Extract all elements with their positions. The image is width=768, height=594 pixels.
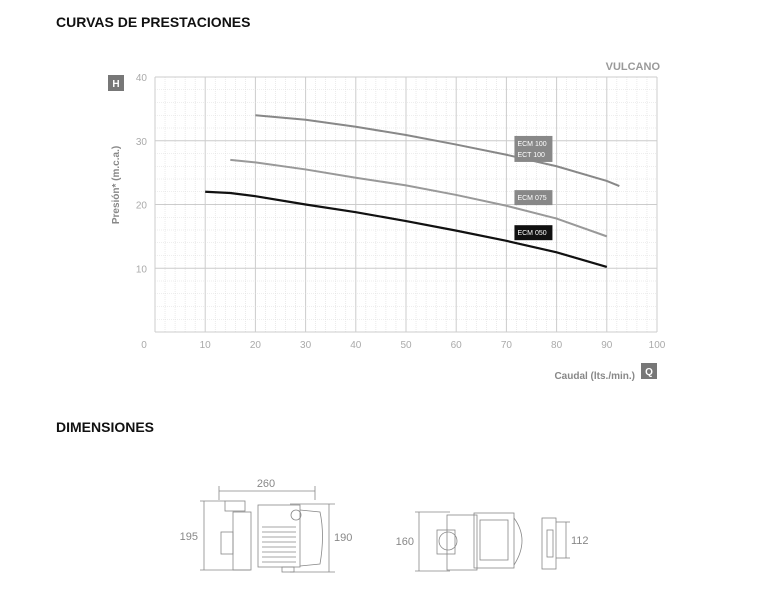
front-view-drawing <box>200 486 335 573</box>
y-tick-label: 30 <box>136 137 148 148</box>
performance-chart: 0 10 20 30 40 50 60 70 80 90 100 10 20 30 40 VULCANO H… <box>108 61 666 382</box>
y-badge-text: H <box>112 79 119 90</box>
x-tick-label: 60 <box>451 340 463 351</box>
x-tick-label: 30 <box>300 340 312 351</box>
curves-heading: CURVAS DE PRESTACIONES <box>56 14 251 30</box>
y-badge <box>108 75 124 91</box>
series-label-box <box>514 190 553 206</box>
x-tick-label: 20 <box>250 340 262 351</box>
dimensions-heading: DIMENSIONES <box>56 419 155 435</box>
dim-width-side: 112 <box>571 535 589 547</box>
series-label-box <box>514 135 553 162</box>
dim-height-side: 160 <box>396 536 414 548</box>
series-label-box <box>514 225 553 241</box>
dim-length: 260 <box>257 478 275 490</box>
dim-height-left: 195 <box>180 531 198 543</box>
x-badge <box>641 363 657 379</box>
y-axis-label: Presión* (m.c.a.) <box>111 146 122 224</box>
series-line <box>205 190 608 269</box>
x-tick-label: 80 <box>551 340 563 351</box>
x-tick-label: 50 <box>400 340 412 351</box>
x-tick-label: 0 <box>141 340 147 351</box>
series-line <box>255 114 620 187</box>
x-badge-text: Q <box>645 367 653 378</box>
x-tick-label: 40 <box>350 340 362 351</box>
series-label: ECM 075 <box>517 195 546 202</box>
y-tick-label: 10 <box>136 264 148 275</box>
x-tick-label: 70 <box>501 340 513 351</box>
series-line <box>230 158 608 238</box>
dim-height-right: 190 <box>334 532 352 544</box>
side-view-drawing <box>415 511 570 572</box>
x-axis-label: Caudal (lts./min.) <box>554 371 635 382</box>
x-tick-label: 90 <box>601 340 613 351</box>
x-tick-label: 10 <box>200 340 212 351</box>
series-label: ECM 100 <box>517 141 546 148</box>
y-tick-label: 20 <box>136 201 148 212</box>
series-label: ECM 050 <box>517 230 546 237</box>
y-tick-label: 40 <box>136 73 148 84</box>
series-label: ECT 100 <box>517 152 545 159</box>
brand-logo: VULCANO <box>606 61 661 73</box>
x-tick-label: 100 <box>649 340 666 351</box>
